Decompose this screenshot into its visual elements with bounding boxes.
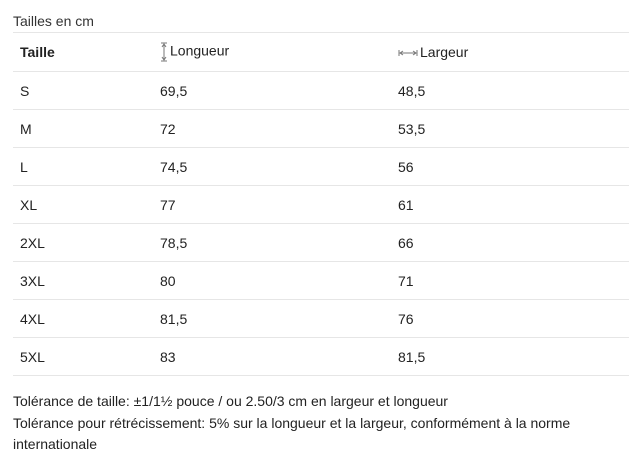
header-width-label: Largeur xyxy=(420,44,469,60)
table-row: S 69,5 48,5 xyxy=(13,71,629,110)
cell-size: 5XL xyxy=(13,337,153,376)
table-row: M 72 53,5 xyxy=(13,109,629,148)
header-length-label: Longueur xyxy=(170,42,230,59)
tolerance-notes: Tolérance de taille: ±1/1½ pouce / ou 2.… xyxy=(13,391,613,456)
table-row: 4XL 81,5 76 xyxy=(13,299,629,338)
horizontal-measure-icon xyxy=(398,50,418,57)
cell-width: 48,5 xyxy=(391,71,629,110)
table-row: 5XL 83 81,5 xyxy=(13,337,629,376)
cell-size: XL xyxy=(13,185,153,224)
vertical-measure-icon xyxy=(161,42,167,62)
cell-size: 2XL xyxy=(13,223,153,262)
table-row: 3XL 80 71 xyxy=(13,261,629,300)
cell-width: 81,5 xyxy=(391,337,629,376)
cell-size: L xyxy=(13,147,153,186)
cell-length: 80 xyxy=(153,261,391,300)
table-header: Taille Longueur Largeur xyxy=(13,32,629,72)
cell-length: 81,5 xyxy=(153,299,391,338)
cell-length: 83 xyxy=(153,337,391,376)
cell-width: 71 xyxy=(391,261,629,300)
header-size: Taille xyxy=(13,32,153,72)
cell-size: S xyxy=(13,71,153,110)
header-width: Largeur xyxy=(391,32,629,72)
size-chart-title: Tailles en cm xyxy=(13,13,94,29)
header-length: Longueur xyxy=(153,32,391,72)
cell-size: 4XL xyxy=(13,299,153,338)
cell-size: M xyxy=(13,109,153,148)
cell-length: 74,5 xyxy=(153,147,391,186)
cell-width: 56 xyxy=(391,147,629,186)
table-row: XL 77 61 xyxy=(13,185,629,224)
table-row: 2XL 78,5 66 xyxy=(13,223,629,262)
cell-width: 66 xyxy=(391,223,629,262)
size-table: Taille Longueur Largeur S 69,5 48,5 M 72 53,5… xyxy=(13,32,629,376)
cell-length: 78,5 xyxy=(153,223,391,262)
cell-size: 3XL xyxy=(13,261,153,300)
size-tolerance-note: Tolérance de taille: ±1/1½ pouce / ou 2.… xyxy=(13,393,448,409)
cell-width: 53,5 xyxy=(391,109,629,148)
table-row: L 74,5 56 xyxy=(13,147,629,186)
cell-width: 61 xyxy=(391,185,629,224)
cell-length: 77 xyxy=(153,185,391,224)
cell-length: 72 xyxy=(153,109,391,148)
cell-width: 76 xyxy=(391,299,629,338)
shrinkage-tolerance-note: Tolérance pour rétrécissement: 5% sur la… xyxy=(13,414,571,453)
cell-length: 69,5 xyxy=(153,71,391,110)
